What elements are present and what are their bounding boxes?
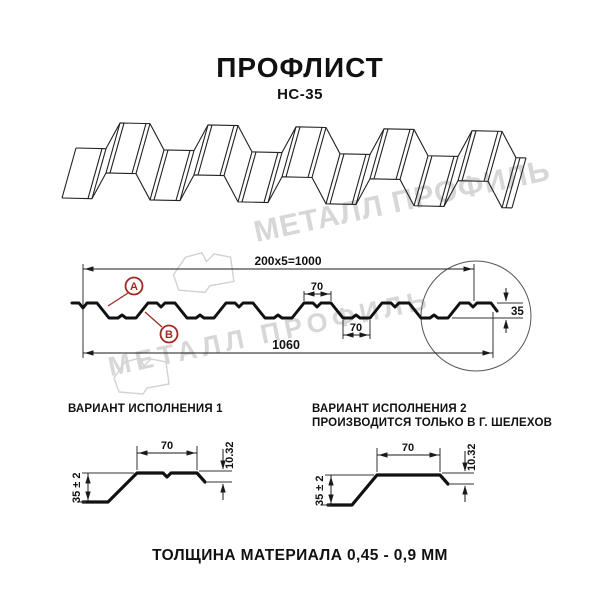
dim-overall-width: 1060 — [272, 338, 300, 352]
dim-top-flange: 70 — [311, 281, 323, 293]
variant-2-header: ВАРИАНТ ИСПОЛНЕНИЯ 2 ПРОИЗВОДИТСЯ ТОЛЬКО… — [312, 402, 552, 430]
profile-cross-section — [70, 301, 499, 320]
variant-1-profile — [81, 471, 207, 504]
variant-2-note: ПРОИЗВОДИТСЯ ТОЛЬКО В Г. ШЕЛЕХОВ — [312, 417, 553, 429]
variant-2-drawing: 70 10.32 35 ± 2 — [314, 442, 478, 507]
v1-dim-lip: 10.32 — [224, 441, 236, 469]
v2-dim-height: 35 ± 2 — [314, 475, 326, 506]
v2-dim-lip: 10.32 — [466, 443, 478, 471]
label-a: А — [130, 281, 138, 293]
profiled-sheet-3d-view — [61, 122, 527, 209]
dim-profile-height: 35 — [511, 306, 524, 318]
callout-a: А — [107, 276, 144, 307]
variant-2-profile — [326, 473, 450, 507]
variant-2-title: ВАРИАНТ ИСПОЛНЕНИЯ 2 — [312, 403, 467, 415]
dimension-lines — [83, 266, 509, 356]
label-b: В — [165, 329, 173, 341]
page-title: ПРОФЛИСТ — [216, 52, 384, 83]
dim-coverage-width: 200x5=1000 — [254, 254, 321, 268]
variant-1-drawing: 70 10.32 35 ± 2 — [71, 440, 236, 504]
dim-bottom-flange: 70 — [350, 322, 362, 334]
metal-profile-logo-icon — [172, 251, 235, 294]
metal-profile-logo-icon — [113, 357, 170, 395]
cross-section-drawing: А В 200x5=1000 1060 70 70 35 — [70, 254, 532, 372]
material-thickness-note: ТОЛЩИНА МАТЕРИАЛА 0,45 - 0,9 ММ — [152, 547, 448, 564]
v1-dim-height: 35 ± 2 — [71, 472, 83, 503]
v2-dim-width: 70 — [402, 442, 414, 454]
v1-dim-width: 70 — [161, 440, 173, 452]
callout-b: В — [144, 311, 179, 344]
extension-lines — [82, 264, 523, 358]
profile-code: НС-35 — [277, 86, 323, 103]
variant-1-header: ВАРИАНТ ИСПОЛНЕНИЯ 1 — [68, 403, 223, 415]
